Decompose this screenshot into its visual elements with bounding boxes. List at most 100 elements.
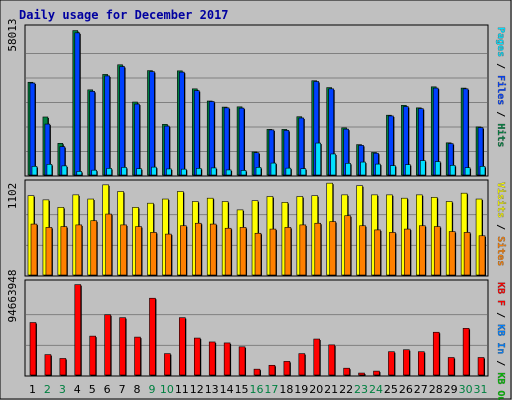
bar-kb-f-day-12 (193, 337, 201, 376)
panel-kbytes-legend: KB F / KB In / KB Out (495, 282, 506, 400)
bar-kb-f-day-2 (44, 354, 52, 376)
day-label-5: 5 (89, 383, 96, 396)
bar-kb-f-day-19 (298, 353, 306, 376)
bar-pages-day-10 (166, 168, 172, 176)
bar-kb-f-day-1 (29, 322, 37, 376)
panel-traffic-box (24, 24, 489, 177)
day-label-1: 1 (29, 383, 36, 396)
day-label-22: 22 (339, 383, 353, 396)
legend-entry: Visits (495, 182, 507, 218)
bar-pages-day-11 (181, 168, 187, 176)
legend-entry: / (495, 57, 506, 75)
bar-kb-f-day-29 (447, 357, 455, 376)
legend-entry: / (495, 105, 506, 123)
day-label-20: 20 (309, 383, 323, 396)
bar-pages-day-31 (479, 166, 486, 176)
legend-entry: / (495, 306, 506, 324)
day-label-2: 2 (44, 383, 51, 396)
day-label-13: 13 (205, 383, 219, 396)
bar-sites-day-27 (419, 225, 426, 276)
day-label-14: 14 (220, 383, 234, 396)
bar-kb-f-day-3 (59, 358, 67, 376)
bar-files-day-12 (193, 90, 200, 176)
bar-kb-f-day-14 (223, 342, 231, 376)
bar-sites-day-13 (209, 223, 217, 276)
bar-kb-f-day-15 (238, 346, 246, 376)
bar-kb-f-day-13 (208, 341, 216, 376)
bar-kb-f-day-22 (343, 367, 350, 376)
bar-sites-day-24 (374, 229, 381, 276)
panel-visits-ymax: 1102 (6, 183, 19, 210)
bar-sites-day-19 (299, 224, 307, 276)
legend-entry: KB Out (495, 372, 506, 400)
legend-entry: Sites (495, 236, 507, 266)
day-label-31: 31 (474, 383, 488, 396)
bar-files-day-15 (238, 107, 245, 176)
bar-kb-f-day-23 (358, 372, 365, 376)
bar-pages-day-7 (121, 167, 127, 176)
bar-sites-day-3 (60, 226, 68, 276)
bar-sites-day-11 (180, 225, 187, 276)
bar-sites-day-9 (150, 232, 157, 276)
day-label-19: 19 (294, 383, 308, 396)
chart-title: Daily usage for December 2017 (19, 8, 229, 22)
day-label-6: 6 (104, 383, 111, 396)
panel-kbytes-box (24, 279, 489, 377)
bar-sites-day-15 (239, 227, 247, 276)
bar-sites-day-17 (269, 228, 277, 276)
day-label-30: 30 (459, 383, 473, 396)
day-label-21: 21 (324, 383, 338, 396)
bar-sites-day-18 (284, 227, 292, 276)
bar-sites-day-6 (105, 213, 112, 276)
bar-pages-day-24 (375, 163, 381, 176)
bar-pages-day-9 (151, 166, 157, 176)
bar-sites-day-26 (404, 228, 411, 276)
legend-entry: KB In (495, 324, 506, 354)
bar-sites-day-8 (135, 226, 142, 276)
legend-entry: KB F (495, 282, 506, 306)
panel-kbytes: 94663948 KB F / KB In / KB Out (6, 270, 506, 400)
bar-sites-day-10 (165, 233, 172, 276)
panel-traffic-legend: Pages / Files / Hits (495, 27, 507, 147)
day-labels: 1 2 3 4 5 6 7 8 9 10 11 12 13 14 15 16 17 18 19 20 21 22 23 24 2… (29, 383, 488, 396)
bar-sites-day-23 (359, 225, 366, 276)
bar-files-day-19 (298, 117, 305, 176)
bar-kb-f-day-6 (104, 314, 111, 376)
legend-entry: / (495, 218, 506, 236)
day-label-27: 27 (414, 383, 428, 396)
day-label-26: 26 (399, 383, 413, 396)
bar-pages-day-6 (106, 168, 112, 176)
bar-files-day-13 (208, 101, 215, 176)
day-label-10: 10 (160, 383, 174, 396)
day-label-7: 7 (119, 383, 126, 396)
bar-files-day-14 (223, 107, 230, 176)
day-label-25: 25 (384, 383, 398, 396)
day-label-12: 12 (190, 383, 204, 396)
day-label-17: 17 (264, 383, 278, 396)
bar-pages-day-26 (405, 164, 411, 176)
bar-kb-f-day-28 (432, 331, 440, 376)
day-label-24: 24 (369, 383, 383, 396)
bar-pages-day-20 (315, 142, 322, 176)
panel-visits-legend: Visits / Sites (495, 182, 507, 266)
bar-sites-day-12 (194, 222, 202, 276)
bar-sites-day-28 (433, 226, 441, 276)
bar-sites-day-2 (45, 227, 53, 276)
panel-traffic-ymax: 58013 (6, 18, 19, 51)
bar-pages-day-3 (61, 165, 68, 176)
legend-entry: Hits (495, 123, 507, 147)
bar-kb-f-day-27 (418, 351, 425, 376)
bar-files-day-30 (462, 88, 469, 176)
bar-files-day-6 (104, 75, 110, 176)
panel-kbytes-ymax: 94663948 (6, 270, 19, 323)
day-label-15: 15 (235, 383, 249, 396)
day-label-18: 18 (279, 383, 293, 396)
day-label-3: 3 (59, 383, 66, 396)
bar-files-day-1 (29, 82, 36, 176)
bar-pages-day-18 (285, 167, 292, 176)
day-label-29: 29 (444, 383, 458, 396)
day-label-11: 11 (175, 383, 189, 396)
bar-kb-f-day-9 (149, 297, 156, 376)
